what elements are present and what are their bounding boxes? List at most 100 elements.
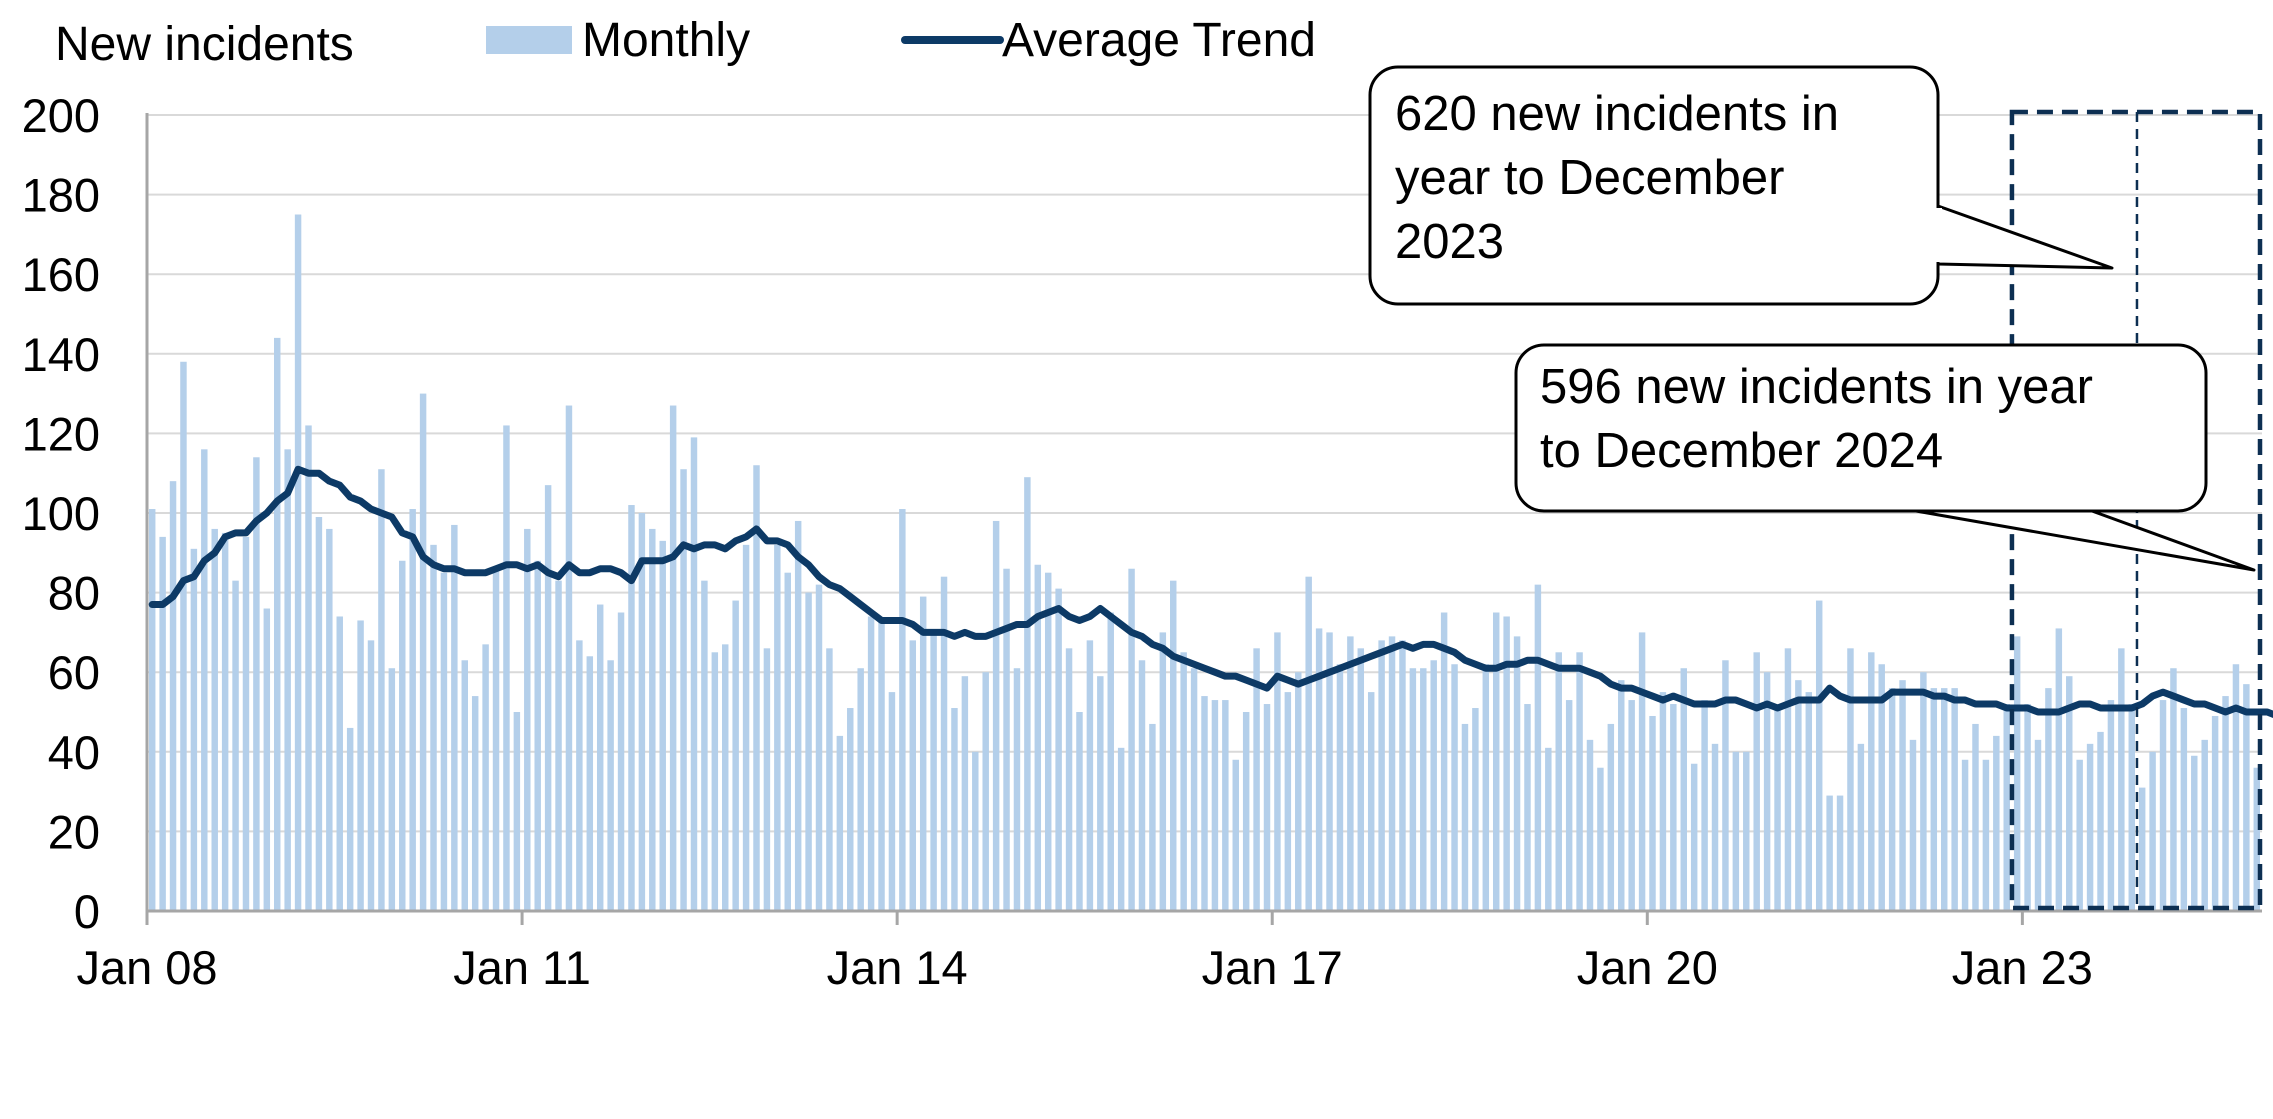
bar-69 [867, 616, 875, 911]
bar-135 [1555, 652, 1562, 911]
bar-68 [857, 668, 864, 911]
bar-139 [1597, 767, 1604, 911]
bar-118 [1378, 640, 1385, 911]
bar-42 [586, 656, 594, 911]
x-tick-label-144: Jan 20 [1577, 941, 1718, 994]
bar-93 [1117, 747, 1125, 911]
bar-2 [169, 481, 177, 911]
bar-59 [763, 648, 771, 911]
bar-103 [1222, 700, 1229, 911]
bar-55 [722, 644, 729, 911]
bar-127 [1472, 708, 1479, 911]
bar-18 [336, 616, 343, 911]
bar-188 [2107, 700, 2115, 911]
callout-box-1 [1514, 343, 2208, 513]
bar-180 [2024, 704, 2031, 911]
bar-0 [148, 509, 156, 911]
legend-trend-label: Average Trend [1002, 14, 1316, 67]
bar-111 [1305, 576, 1312, 911]
average-trend-line-group [148, 465, 2273, 718]
bar-45 [617, 612, 625, 911]
bar-101 [1201, 696, 1208, 911]
bar-54 [711, 652, 719, 911]
bar-185 [2076, 759, 2083, 911]
bar-13 [284, 449, 291, 911]
legend: Monthly Average Trend [486, 14, 1316, 67]
bar-142 [1628, 700, 1635, 911]
y-tick-label-160: 160 [22, 248, 100, 301]
bar-19 [346, 727, 354, 911]
bar-161 [1826, 795, 1833, 911]
bar-141 [1618, 680, 1625, 911]
bar-146 [1670, 704, 1677, 911]
y-tick-label-140: 140 [22, 328, 100, 381]
bar-85 [1034, 564, 1042, 911]
bar-119 [1388, 636, 1396, 911]
x-tick-label-108: Jan 17 [1202, 941, 1343, 994]
bar-158 [1795, 680, 1802, 911]
bar-96 [1149, 723, 1156, 911]
bar-3 [180, 361, 187, 911]
bar-46 [628, 505, 635, 911]
bar-160 [1815, 600, 1823, 911]
bar-145 [1659, 692, 1667, 911]
bar-49 [659, 540, 666, 911]
bar-174 [1961, 759, 1969, 911]
bar-86 [1044, 572, 1052, 911]
callout-text-1-1: to December 2024 [1540, 424, 1943, 478]
bar-129 [1492, 612, 1500, 911]
bar-22 [378, 469, 385, 911]
bar-72 [899, 509, 906, 911]
bar-199 [2222, 696, 2229, 911]
bar-24 [399, 560, 406, 911]
bar-92 [1107, 612, 1114, 911]
bar-114 [1336, 664, 1344, 911]
bar-165 [1868, 652, 1875, 911]
bar-50 [669, 405, 677, 911]
callout-pointer-1 [1914, 509, 2256, 572]
bar-82 [1003, 568, 1010, 911]
bar-192 [2149, 751, 2156, 911]
bar-10 [253, 457, 260, 911]
bar-140 [1607, 723, 1615, 911]
bar-200 [2232, 664, 2240, 911]
bar-169 [1909, 739, 1917, 911]
bar-196 [2191, 755, 2198, 911]
bar-170 [1920, 672, 1927, 911]
bar-104 [1232, 759, 1239, 911]
bar-44 [607, 660, 614, 911]
bar-144 [1649, 715, 1656, 911]
bar-90 [1086, 640, 1094, 911]
bar-167 [1888, 688, 1896, 911]
bar-152 [1732, 751, 1740, 911]
bar-17 [326, 528, 333, 911]
bar-94 [1128, 568, 1135, 911]
bar-41 [576, 640, 583, 911]
bar-83 [1013, 668, 1021, 911]
bar-28 [440, 572, 448, 911]
bar-113 [1326, 632, 1333, 911]
callouts: 620 new incidents in year to December 2023… [1368, 65, 2256, 572]
y-tick-label-180: 180 [22, 169, 100, 222]
bar-105 [1242, 712, 1250, 911]
bar-57 [742, 544, 750, 911]
bar-173 [1951, 688, 1958, 911]
bar-56 [732, 600, 739, 911]
bar-147 [1680, 668, 1687, 911]
bar-149 [1701, 700, 1708, 911]
bar-7 [221, 532, 229, 911]
bar-98 [1170, 580, 1177, 911]
bar-193 [2159, 700, 2167, 911]
bar-26 [419, 393, 427, 912]
bar-148 [1690, 763, 1698, 911]
bar-39 [555, 580, 562, 911]
bar-194 [2170, 668, 2177, 911]
x-tick-label-180: Jan 23 [1952, 941, 2093, 994]
bar-73 [909, 640, 917, 911]
bar-12 [274, 337, 281, 911]
bar-189 [2118, 648, 2125, 911]
bar-31 [471, 696, 479, 911]
average-trend-line [148, 465, 2273, 718]
bar-70 [878, 620, 885, 911]
bar-182 [2045, 688, 2052, 911]
